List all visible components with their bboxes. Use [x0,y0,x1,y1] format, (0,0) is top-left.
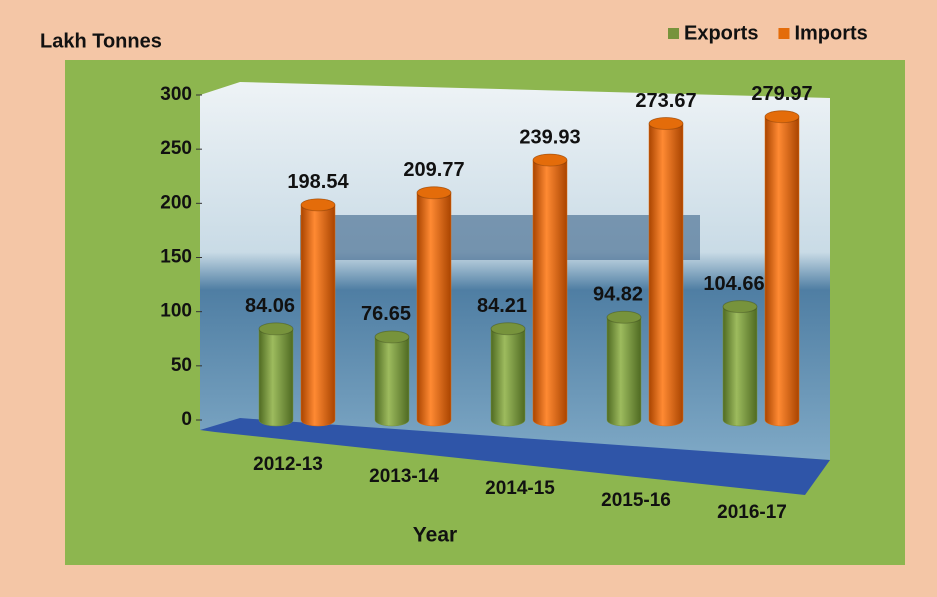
bar [416,186,452,427]
x-tick-label: 2015-16 [601,490,671,511]
data-label: 198.54 [287,171,349,193]
legend: Exports Imports [668,22,868,44]
y-tick-label: 0 [181,409,192,430]
bar-cap [764,110,800,124]
bar-cap [374,330,410,344]
data-label: 239.93 [519,126,580,148]
bar-cap [490,322,526,336]
y-tick-label: 300 [160,84,192,105]
bar [764,110,800,427]
data-label: 104.66 [703,273,764,295]
data-label: 273.67 [635,90,696,112]
x-axis-label: Year [413,524,457,547]
bar-cap [648,117,684,131]
bar-cap [606,310,642,324]
x-tick-label: 2014-15 [485,478,555,499]
bar-cap [532,153,568,167]
y-tick-label: 150 [160,247,192,268]
bar-cap [416,186,452,200]
bar [490,322,526,427]
y-tick-label: 100 [160,301,192,322]
data-label: 76.65 [361,303,411,325]
bar [722,300,758,427]
data-label: 209.77 [403,159,464,181]
floor [200,418,830,495]
data-label: 84.06 [245,295,295,317]
x-tick-label: 2013-14 [369,466,439,487]
y-tick-label: 250 [160,138,192,159]
bar [258,322,294,427]
bar-cap [300,198,336,212]
data-label: 84.21 [477,295,527,317]
legend-label: Imports [794,22,867,44]
legend-label: Exports [684,22,758,44]
legend-swatch [668,28,679,39]
y-tick-label: 50 [171,355,192,376]
y-axis-label: Lakh Tonnes [40,30,162,52]
bar [606,311,642,427]
x-tick-label: 2012-13 [253,454,323,475]
x-tick-label: 2016-17 [717,502,787,523]
legend-swatch [778,28,790,39]
bar [532,153,568,427]
bar-cap [722,300,758,314]
data-label: 279.97 [751,83,812,105]
bar [648,117,684,427]
ship-hull [300,215,700,260]
bar [374,330,410,427]
bar [300,198,336,427]
data-label: 94.82 [593,284,643,306]
y-tick-label: 200 [160,192,192,213]
bar-cap [258,322,294,336]
